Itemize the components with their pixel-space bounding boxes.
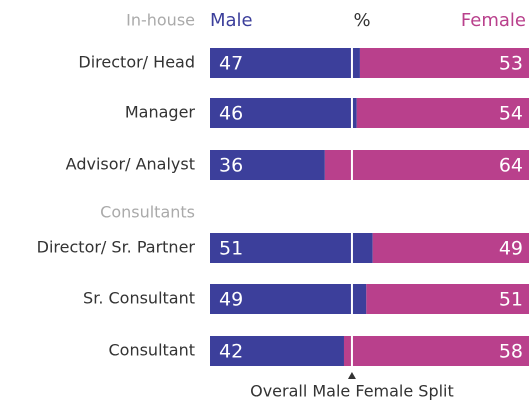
bar-segment — [210, 233, 373, 263]
category-label: Director/ Head — [78, 53, 195, 72]
reference-marker — [347, 372, 356, 379]
category-label: Sr. Consultant — [83, 289, 195, 308]
value-label: 51 — [219, 238, 243, 260]
value-label: 46 — [219, 103, 243, 125]
value-label: 47 — [219, 53, 243, 75]
bar-segment — [372, 233, 529, 263]
legend-male: Male — [210, 10, 253, 31]
bar-segment — [359, 48, 529, 78]
bar-segment — [210, 150, 325, 180]
value-label: 53 — [499, 53, 523, 75]
value-label: 58 — [499, 341, 523, 363]
group-label: In-house — [126, 11, 195, 30]
value-label: 54 — [499, 103, 523, 125]
category-label: Advisor/ Analyst — [66, 155, 195, 174]
bar-segment — [210, 98, 357, 128]
bar-segment — [324, 150, 529, 180]
bar-segment — [366, 284, 529, 314]
bar-segment — [356, 98, 529, 128]
unit-label: % — [353, 10, 370, 31]
value-label: 36 — [219, 155, 243, 177]
category-label: Consultant — [108, 341, 195, 360]
group-label: Consultants — [100, 203, 195, 222]
value-label: 42 — [219, 341, 243, 363]
category-label: Director/ Sr. Partner — [37, 238, 196, 257]
value-label: 49 — [499, 238, 523, 260]
value-label: 49 — [219, 289, 243, 311]
value-label: 64 — [499, 155, 523, 177]
bar-segment — [210, 284, 367, 314]
value-label: 51 — [499, 289, 523, 311]
reference-label: Overall Male Female Split — [250, 382, 454, 401]
legend-female: Female — [461, 10, 526, 31]
bar-segment — [210, 336, 344, 366]
bar-segment — [210, 48, 360, 78]
bar-segment — [343, 336, 529, 366]
category-label: Manager — [125, 103, 196, 122]
